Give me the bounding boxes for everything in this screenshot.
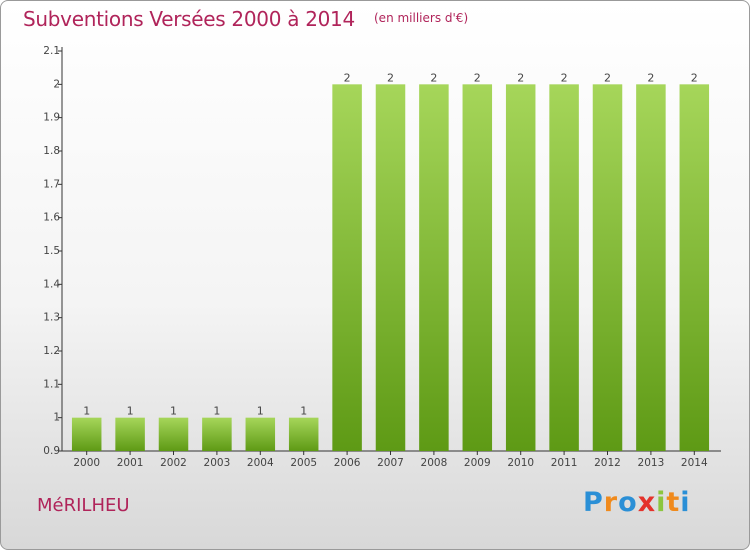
bar-value-label: 1 bbox=[170, 405, 177, 418]
bar bbox=[462, 84, 493, 451]
x-tick-label: 2011 bbox=[551, 457, 578, 469]
commune-name: MéRILHEU bbox=[37, 495, 130, 516]
x-tick-label: 2000 bbox=[73, 457, 100, 469]
bar bbox=[158, 417, 189, 451]
y-tick-label: 1.7 bbox=[43, 178, 60, 190]
plot-area: 0.9 1 1.1 1.2 1.3 1.4 1.5 1.6 1.7 1.8 1.9 2 2.1 1 2000… bbox=[43, 45, 721, 469]
bar bbox=[71, 417, 102, 451]
x-tick-label: 2005 bbox=[290, 457, 317, 469]
y-tick-label: 2.1 bbox=[43, 45, 60, 57]
x-tick-label: 2009 bbox=[464, 457, 491, 469]
bar-value-label: 2 bbox=[647, 71, 654, 84]
y-tick-label: 1.9 bbox=[43, 112, 60, 124]
y-tick-label: 1.1 bbox=[43, 378, 60, 390]
title-row: Subventions Versées 2000 à 2014 (en mill… bbox=[23, 7, 468, 31]
x-tick-label: 2001 bbox=[117, 457, 144, 469]
bar-value-label: 2 bbox=[430, 71, 437, 84]
bar-value-label: 2 bbox=[474, 71, 481, 84]
bar-value-label: 1 bbox=[127, 405, 134, 418]
y-tick-label: 1.6 bbox=[43, 212, 60, 224]
y-tick-label: 1.4 bbox=[43, 278, 60, 290]
y-tick-label: 0.9 bbox=[43, 445, 60, 457]
bar-value-label: 2 bbox=[561, 71, 568, 84]
bar-value-label: 1 bbox=[300, 405, 307, 418]
x-tick-label: 2003 bbox=[204, 457, 231, 469]
chart-title: Subventions Versées 2000 à 2014 bbox=[23, 7, 355, 31]
y-tick-label: 2 bbox=[53, 78, 60, 90]
bar-value-label: 1 bbox=[213, 405, 220, 418]
bar bbox=[332, 84, 362, 451]
y-tick-label: 1.5 bbox=[43, 245, 60, 257]
y-tick-label: 1.3 bbox=[43, 312, 60, 324]
bar bbox=[288, 417, 319, 451]
bar bbox=[375, 84, 406, 451]
bar bbox=[505, 84, 536, 451]
y-tick-label: 1.8 bbox=[43, 145, 60, 157]
x-tick-label: 2008 bbox=[421, 457, 448, 469]
x-tick-label: 2004 bbox=[247, 457, 274, 469]
x-tick-label: 2006 bbox=[334, 457, 361, 469]
bar-value-label: 2 bbox=[604, 71, 611, 84]
x-tick-label: 2007 bbox=[377, 457, 404, 469]
x-tick-label: 2010 bbox=[507, 457, 534, 469]
bar bbox=[636, 84, 666, 451]
y-tick-label: 1.2 bbox=[43, 345, 60, 357]
bar-value-label: 2 bbox=[691, 71, 698, 84]
bar-value-label: 1 bbox=[257, 405, 264, 418]
bar bbox=[679, 84, 710, 451]
bar bbox=[419, 84, 449, 451]
bar bbox=[202, 417, 232, 451]
x-tick-label: 2012 bbox=[594, 457, 621, 469]
bar-value-label: 2 bbox=[344, 71, 351, 84]
bar bbox=[592, 84, 623, 451]
bar bbox=[245, 417, 276, 451]
x-tick-label: 2014 bbox=[681, 457, 708, 469]
bar-value-label: 2 bbox=[517, 71, 524, 84]
x-tick-label: 2013 bbox=[638, 457, 665, 469]
y-tick-label: 1 bbox=[53, 412, 60, 424]
bar-value-label: 2 bbox=[387, 71, 394, 84]
x-tick-label: 2002 bbox=[160, 457, 187, 469]
proxiti-logo: Proxiti bbox=[583, 487, 691, 518]
bar bbox=[115, 417, 145, 451]
chart-unit: (en milliers d'€) bbox=[374, 11, 469, 25]
bar bbox=[549, 84, 579, 451]
bar-value-label: 1 bbox=[83, 405, 90, 418]
